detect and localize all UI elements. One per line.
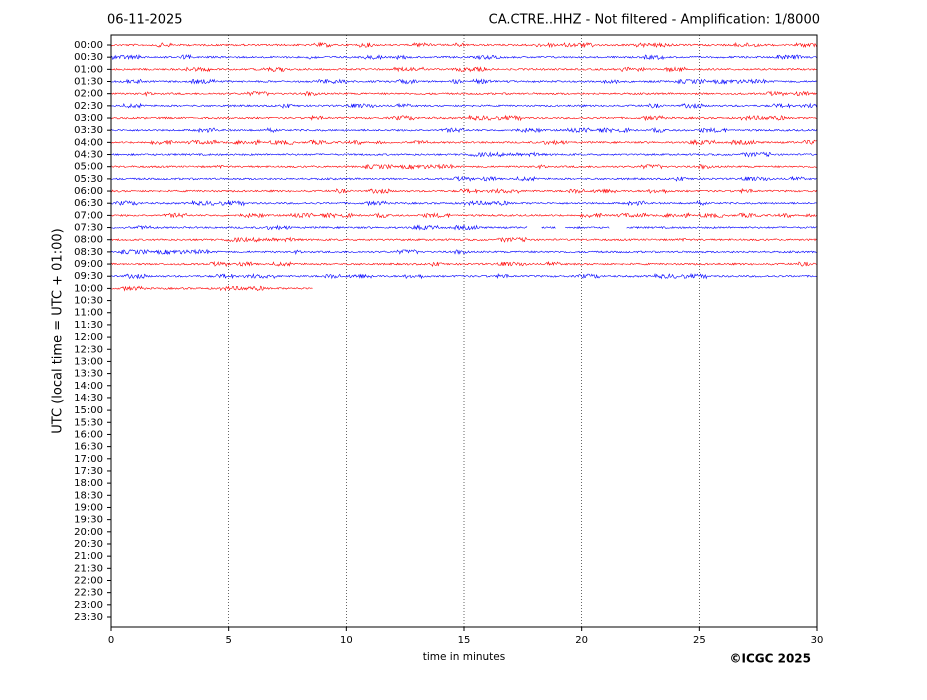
y-tick-label: 08:00 xyxy=(74,235,103,246)
y-tick-label: 17:30 xyxy=(74,466,103,477)
y-tick-label: 13:30 xyxy=(74,369,103,380)
trace-segment xyxy=(110,114,817,122)
y-tick-label: 15:30 xyxy=(74,417,103,428)
y-tick-label: 21:30 xyxy=(74,563,103,574)
y-tick-label: 22:30 xyxy=(74,588,103,599)
y-tick-label: 15:00 xyxy=(74,405,103,416)
trace-segment xyxy=(111,78,817,85)
y-tick-label: 20:30 xyxy=(74,539,103,550)
y-axis-label: UTC (local time = UTC + 01:00) xyxy=(51,228,66,433)
y-tick-label: 13:00 xyxy=(74,356,103,367)
y-tick-label: 23:30 xyxy=(74,612,103,623)
trace-segment xyxy=(111,151,817,158)
y-tick-label: 03:30 xyxy=(74,125,103,136)
trace-segment xyxy=(110,212,817,219)
y-tick-label: 11:30 xyxy=(74,320,103,331)
y-tick-label: 12:30 xyxy=(74,344,103,355)
y-tick-label: 02:00 xyxy=(74,89,103,100)
y-tick-label: 05:30 xyxy=(74,174,103,185)
y-tick-label: 12:00 xyxy=(74,332,103,343)
trace-segment xyxy=(110,41,817,49)
y-tick-label: 11:00 xyxy=(74,308,103,319)
y-tick-label: 00:30 xyxy=(74,52,103,63)
y-tick-label: 14:30 xyxy=(74,393,103,404)
y-tick-label: 16:00 xyxy=(74,429,103,440)
y-tick-label: 07:00 xyxy=(74,210,103,221)
trace-segment xyxy=(110,139,817,146)
trace-segment xyxy=(110,248,817,256)
y-tick-label: 10:00 xyxy=(74,283,103,294)
y-tick-label: 01:00 xyxy=(74,64,103,75)
y-tick-label: 22:00 xyxy=(74,575,103,586)
trace-segment xyxy=(110,102,817,109)
trace-segment xyxy=(110,187,817,195)
y-tick-label: 09:30 xyxy=(74,271,103,282)
trace-segment xyxy=(110,285,313,292)
y-tick-label: 23:00 xyxy=(74,600,103,611)
x-tick-label: 15 xyxy=(458,635,471,646)
x-axis-label: time in minutes xyxy=(423,651,505,663)
y-tick-label: 09:00 xyxy=(74,259,103,270)
y-tick-label: 19:30 xyxy=(74,515,103,526)
x-tick-label: 25 xyxy=(693,635,706,646)
trace-segment xyxy=(565,226,610,230)
y-tick-label: 18:30 xyxy=(74,490,103,501)
x-tick-label: 10 xyxy=(340,635,353,646)
trace-segment xyxy=(110,224,528,231)
y-tick-label: 06:00 xyxy=(74,186,103,197)
credit: ©ICGC 2025 xyxy=(729,652,811,666)
trace-segment xyxy=(110,260,817,267)
y-tick-label: 16:30 xyxy=(74,442,103,453)
y-tick-label: 20:00 xyxy=(74,527,103,538)
trace-segment xyxy=(110,163,817,170)
y-tick-label: 06:30 xyxy=(74,198,103,209)
y-tick-label: 05:00 xyxy=(74,162,103,173)
y-tick-label: 17:00 xyxy=(74,454,103,465)
y-tick-label: 03:00 xyxy=(74,113,103,124)
trace-segment xyxy=(110,175,817,182)
y-tick-label: 07:30 xyxy=(74,223,103,234)
y-tick-label: 04:00 xyxy=(74,137,103,148)
y-tick-label: 01:30 xyxy=(74,77,103,88)
trace-segment xyxy=(110,272,817,280)
y-tick-label: 18:00 xyxy=(74,478,103,489)
y-tick-label: 19:00 xyxy=(74,502,103,513)
y-tick-label: 21:00 xyxy=(74,551,103,562)
trace-segment xyxy=(110,53,817,61)
plot-frame xyxy=(110,34,818,628)
trace-segment xyxy=(110,236,817,243)
y-tick-label: 02:30 xyxy=(74,101,103,112)
y-tick-label: 14:00 xyxy=(74,381,103,392)
trace-segment xyxy=(110,199,817,207)
x-tick-label: 0 xyxy=(108,635,114,646)
trace-segment xyxy=(110,66,817,73)
y-tick-label: 10:30 xyxy=(74,296,103,307)
date: 06-11-2025 xyxy=(107,13,183,28)
x-tick-label: 30 xyxy=(811,635,824,646)
y-tick-label: 04:30 xyxy=(74,150,103,161)
trace-segment xyxy=(541,226,556,229)
trace-segment xyxy=(626,226,817,230)
x-tick-label: 20 xyxy=(575,635,588,646)
trace-segment xyxy=(110,127,817,134)
x-tick-label: 5 xyxy=(225,635,231,646)
trace-segment xyxy=(110,90,817,97)
y-tick-label: 08:30 xyxy=(74,247,103,258)
y-tick-label: 00:00 xyxy=(74,40,103,51)
chart-title: CA.CTRE..HHZ - Not filtered - Amplificat… xyxy=(489,13,820,28)
